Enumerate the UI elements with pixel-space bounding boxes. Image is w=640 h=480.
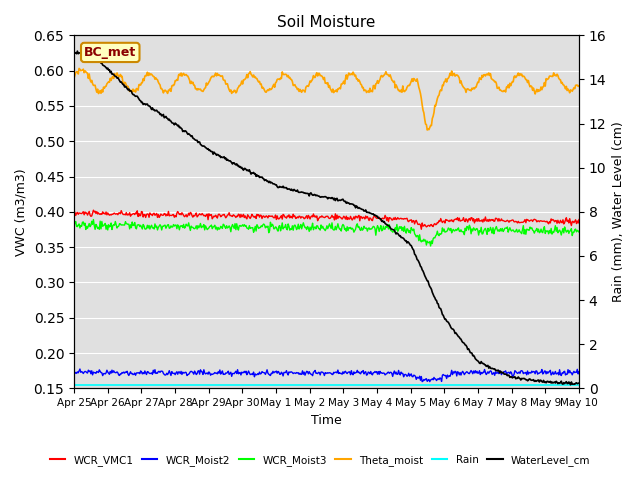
X-axis label: Time: Time: [311, 414, 342, 427]
Y-axis label: Rain (mm), Water Level (cm): Rain (mm), Water Level (cm): [612, 121, 625, 302]
Y-axis label: VWC (m3/m3): VWC (m3/m3): [15, 168, 28, 256]
Title: Soil Moisture: Soil Moisture: [277, 15, 376, 30]
Legend: WCR_VMC1, WCR_Moist2, WCR_Moist3, Theta_moist, Rain, WaterLevel_cm: WCR_VMC1, WCR_Moist2, WCR_Moist3, Theta_…: [45, 451, 595, 470]
Text: BC_met: BC_met: [84, 46, 136, 59]
